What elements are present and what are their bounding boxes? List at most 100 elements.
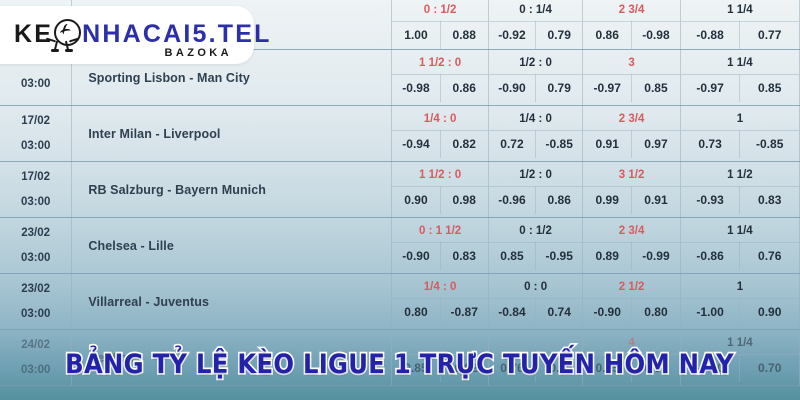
odds-left[interactable]: 0.85 — [488, 242, 537, 270]
handicap-value[interactable]: 1/2 : 0 — [488, 165, 583, 187]
odds-left[interactable]: 0.72 — [488, 130, 537, 158]
handicap-value[interactable]: 1 1/2 — [680, 165, 799, 187]
odds-left[interactable]: -0.98 — [392, 74, 441, 102]
handicap-value[interactable]: 1 1/2 : 0 — [392, 53, 488, 75]
odds-left[interactable]: -0.90 — [488, 74, 537, 102]
odds-right[interactable]: 0.91 — [644, 193, 668, 207]
match-name-cell[interactable]: RB Salzburg - Bayern Munich — [71, 161, 393, 218]
odds-left[interactable]: 0.91 — [583, 130, 633, 158]
odds-right[interactable]: 0.70 — [758, 361, 782, 375]
handicap-value[interactable]: 4 — [583, 333, 680, 355]
table-row[interactable]: 23/02 03:00 Chelsea - Lille 0 : 1 1/2 -0.90 0… — [0, 217, 800, 274]
handicap-value[interactable]: 1 — [680, 277, 799, 299]
odds-left[interactable]: 0.80 — [392, 298, 441, 326]
match-time: 03:00 — [20, 364, 51, 376]
handicap-value[interactable]: 3 — [583, 53, 680, 75]
odds-left[interactable]: -0.94 — [392, 130, 441, 158]
odds-left[interactable]: -0.97 — [680, 74, 741, 102]
odds-right[interactable]: -0.85 — [545, 137, 573, 151]
handicap-value[interactable]: 2 1/2 — [583, 277, 680, 299]
odds-right[interactable]: -0.98 — [642, 28, 670, 42]
odds-left[interactable]: -0.80 — [680, 354, 741, 382]
handicap-value[interactable]: 1/4 : 0 — [488, 109, 583, 131]
handicap-value[interactable]: 1 1/2 : 0 — [392, 165, 488, 187]
odds-left[interactable]: 0.99 — [583, 186, 633, 214]
odds-right[interactable]: -0.95 — [545, 249, 573, 263]
odds-right[interactable]: -0.92 — [450, 361, 478, 375]
odds-left[interactable]: -1.00 — [680, 298, 741, 326]
match-name-cell[interactable]: Benfica — [71, 329, 393, 386]
odds-left[interactable]: 0.86 — [583, 21, 633, 49]
odds-right[interactable]: 0.82 — [452, 137, 476, 151]
match-name-cell[interactable]: Villarreal - Juventus — [71, 273, 393, 330]
odds-left[interactable]: -0.84 — [488, 298, 537, 326]
odds-right[interactable]: 0.97 — [644, 137, 668, 151]
odds-left[interactable]: -0.92 — [488, 21, 537, 49]
odds-right[interactable]: -0.87 — [450, 305, 478, 319]
odds-right[interactable]: 0.85 — [758, 81, 782, 95]
odds-left[interactable]: -0.97 — [583, 74, 633, 102]
handicap-value[interactable]: 1 1/4 — [680, 221, 799, 243]
handicap-value[interactable]: 3 1/2 — [583, 165, 680, 187]
match-name-cell[interactable]: Chelsea - Lille — [71, 217, 393, 274]
odds-left[interactable]: -0.88 — [680, 21, 741, 49]
odds-left[interactable]: -0.86 — [680, 242, 741, 270]
odds-right[interactable]: 0.83 — [452, 249, 476, 263]
handicap-value[interactable]: 1 — [680, 109, 799, 131]
odds-right[interactable]: 0.79 — [547, 81, 571, 95]
odds-left[interactable]: 0.95 — [583, 354, 633, 382]
handicap-value[interactable] — [488, 333, 583, 355]
odds-right[interactable]: 0.98 — [452, 193, 476, 207]
odds-right[interactable]: 0.76 — [758, 249, 782, 263]
handicap-value[interactable]: 0 : 0 — [488, 277, 583, 299]
odds-right[interactable]: 0.86 — [547, 193, 571, 207]
handicap-value[interactable]: 1 1/4 — [680, 53, 799, 75]
odds-right[interactable]: 0.88 — [452, 28, 476, 42]
odds-right[interactable]: 0.90 — [758, 305, 782, 319]
odds-left[interactable]: 0.76 — [488, 354, 537, 382]
handicap-value[interactable]: 0 : 1/4 — [488, 0, 583, 22]
odds-right[interactable]: -0.99 — [642, 249, 670, 263]
table-row[interactable]: 03:00 Sporting Lisbon - Man City 1 1/2 : 0… — [0, 49, 800, 106]
odds-right[interactable]: 0.85 — [644, 81, 668, 95]
odds-right[interactable]: 0.95 — [644, 361, 668, 375]
handicap-value[interactable]: 1/2 : 0 — [488, 53, 583, 75]
handicap-value[interactable]: 2 3/4 — [583, 221, 680, 243]
handicap-value[interactable]: 0 : 1/2 — [392, 0, 488, 22]
handicap-value[interactable]: 1/4 : 0 — [392, 277, 488, 299]
odds-right[interactable]: 0.79 — [547, 28, 571, 42]
odds-left[interactable]: -0.90 — [392, 242, 441, 270]
table-row[interactable]: 23/02 03:00 Villarreal - Juventus 1/4 : 0 0.… — [0, 273, 800, 330]
handicap-value[interactable]: 2 3/4 — [583, 0, 680, 22]
handicap-value[interactable]: 1 1/4 — [680, 333, 799, 355]
match-date — [0, 65, 71, 78]
odds-right[interactable]: 0.77 — [758, 28, 782, 42]
table-row[interactable]: 17/02 03:00 Inter Milan - Liverpool 1/4 : 0… — [0, 105, 800, 162]
handicap-value[interactable]: 1/4 : 0 — [392, 109, 488, 131]
odds-group-4: 1 -1.00 0.90 — [680, 273, 800, 330]
odds-right[interactable]: 0.80 — [644, 305, 668, 319]
odds-right[interactable]: 0.74 — [547, 305, 571, 319]
odds-right[interactable]: -0.86 — [545, 361, 573, 375]
handicap-value[interactable]: 0 : 1 1/2 — [392, 221, 488, 243]
odds-left[interactable]: 0.85 — [392, 354, 441, 382]
table-row[interactable]: 17/02 03:00 RB Salzburg - Bayern Munich 1 1… — [0, 161, 800, 218]
table-row[interactable]: 24/02 03:00 Benfica 0.85 -0.92 0.76 -0.86 4 0.95… — [0, 329, 800, 386]
odds-left[interactable]: 0.73 — [680, 130, 741, 158]
odds-left[interactable]: 1.00 — [392, 21, 441, 49]
handicap-value[interactable]: 0 : 1/2 — [488, 221, 583, 243]
odds-group-2: 1/2 : 0 -0.90 0.79 — [488, 49, 584, 106]
odds-right[interactable]: -0.85 — [756, 137, 784, 151]
site-logo[interactable]: KE NHACAI5.TEL BAZOKA — [0, 6, 269, 64]
odds-left[interactable]: 0.89 — [583, 242, 633, 270]
odds-left[interactable]: 0.90 — [392, 186, 441, 214]
odds-right[interactable]: 0.83 — [758, 193, 782, 207]
handicap-value[interactable] — [392, 333, 488, 355]
handicap-value[interactable]: 1 1/4 — [680, 0, 799, 22]
odds-left[interactable]: -0.93 — [680, 186, 741, 214]
handicap-value[interactable]: 2 3/4 — [583, 109, 680, 131]
odds-left[interactable]: -0.90 — [583, 298, 633, 326]
match-name-cell[interactable]: Inter Milan - Liverpool — [71, 105, 393, 162]
odds-left[interactable]: -0.96 — [488, 186, 537, 214]
odds-right[interactable]: 0.86 — [452, 81, 476, 95]
